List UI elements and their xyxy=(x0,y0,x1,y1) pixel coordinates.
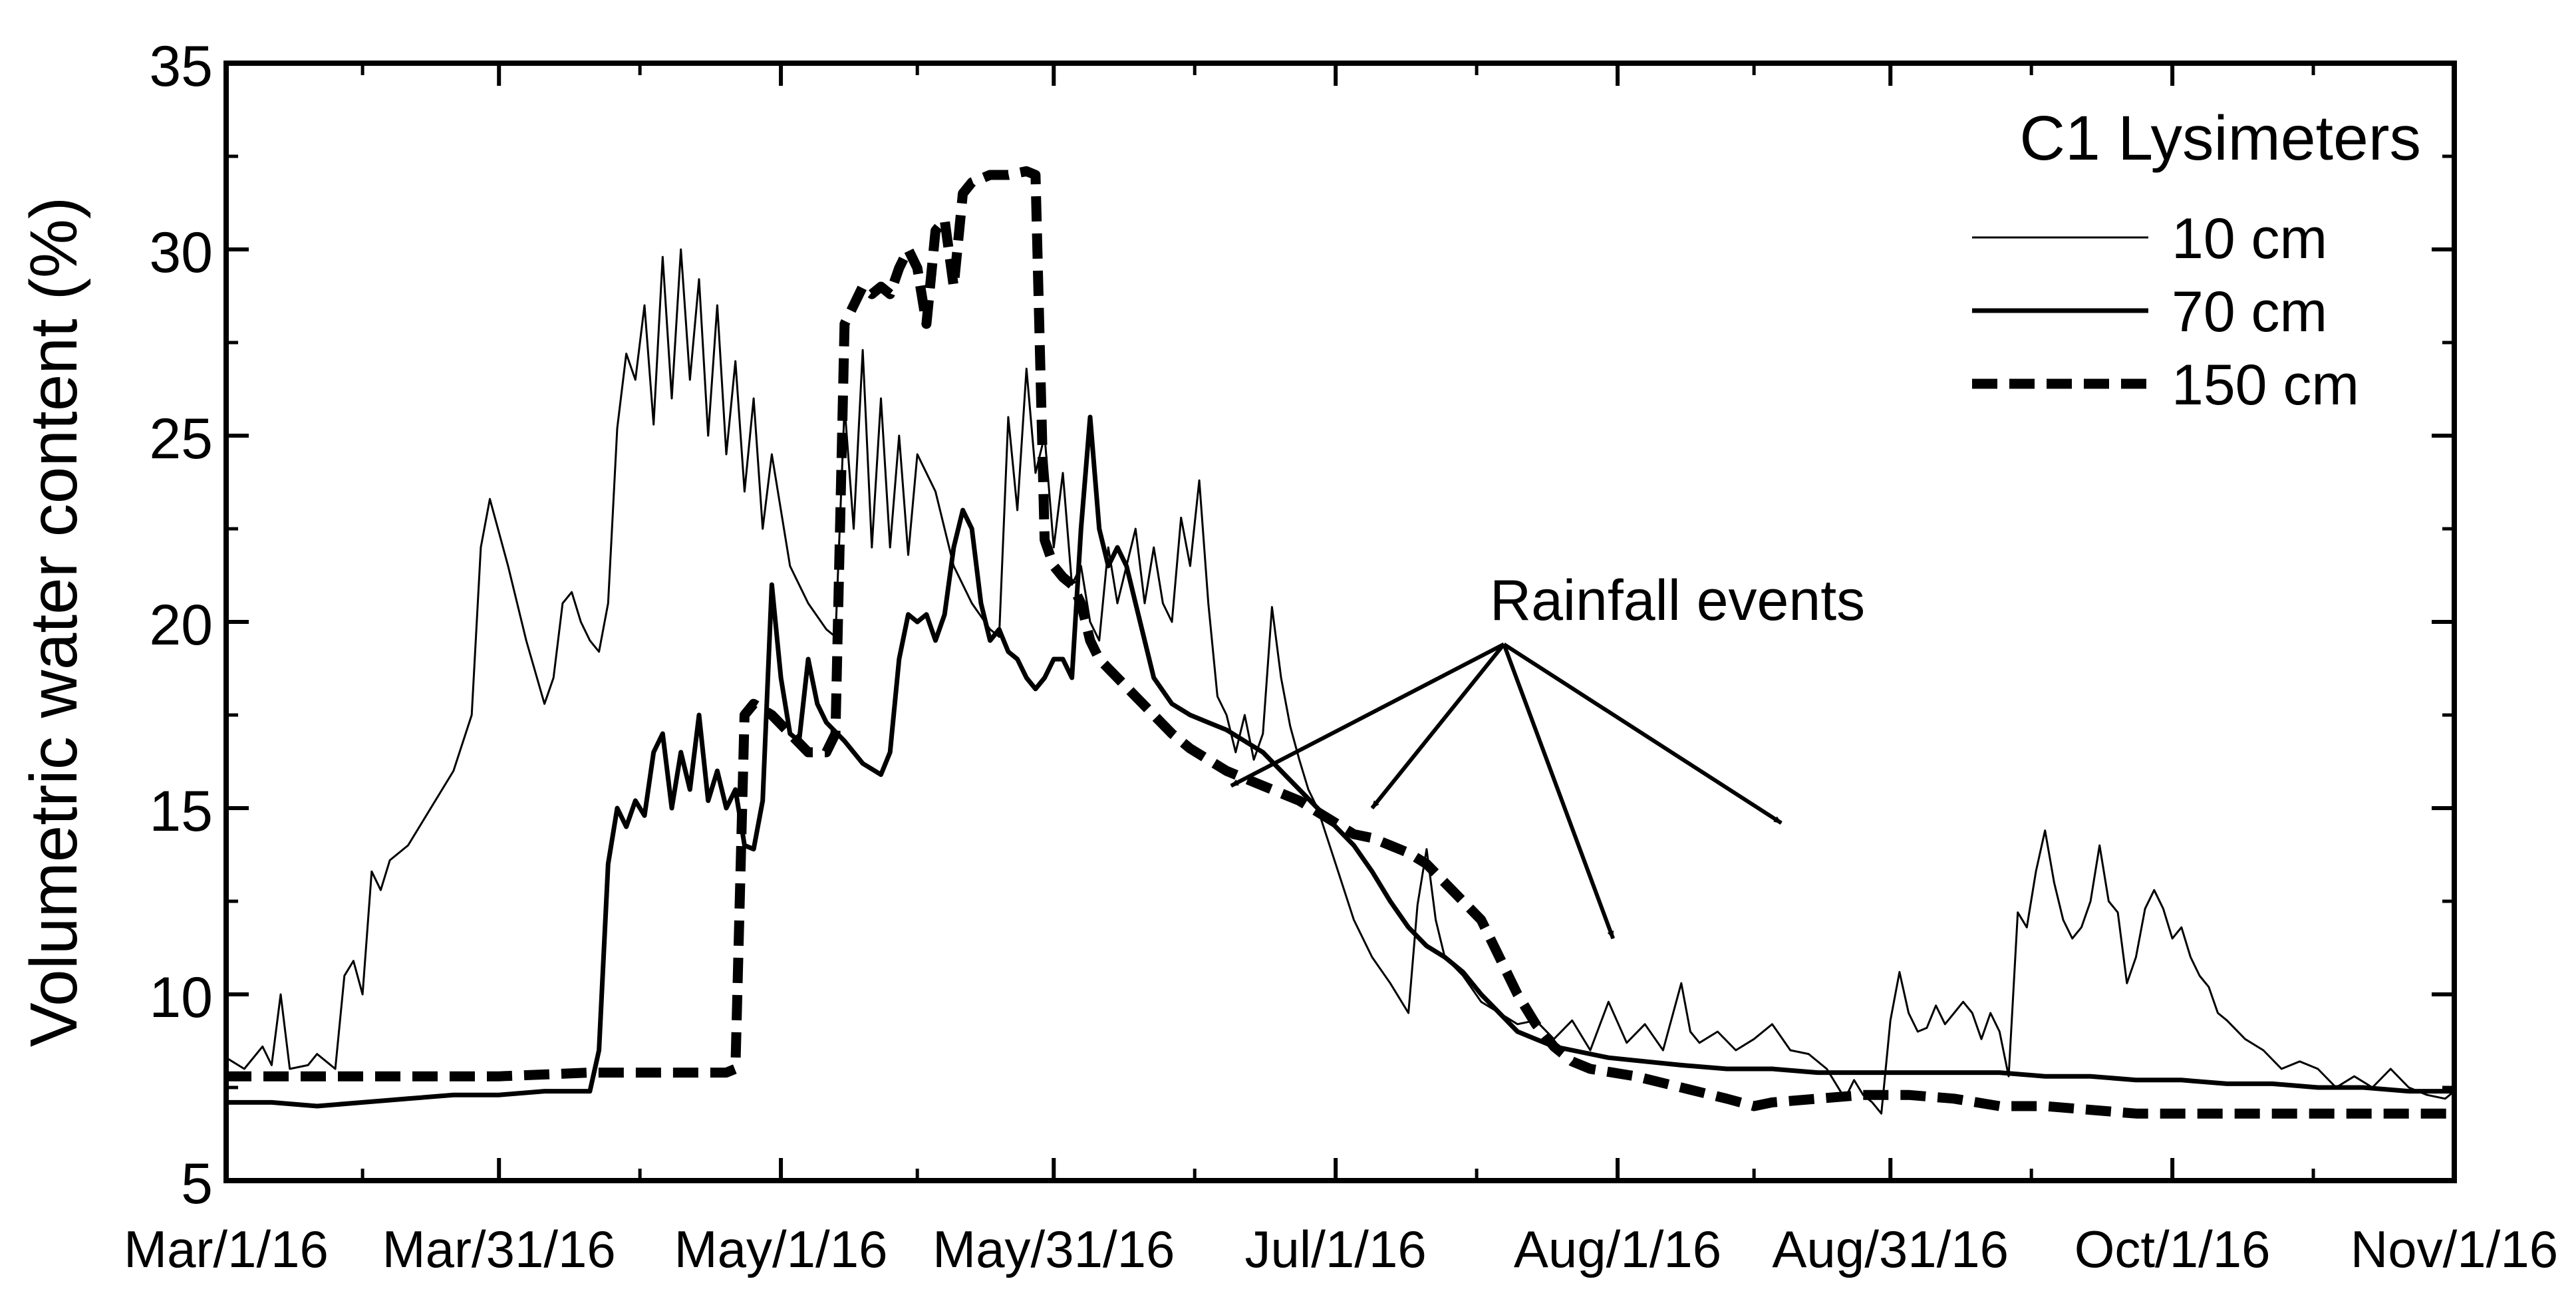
y-axis-title: Volumetric water content (%) xyxy=(17,197,91,1047)
y-tick-label: 25 xyxy=(149,407,213,471)
x-tick-label: Nov/1/16 xyxy=(2351,1220,2558,1278)
y-tick-label: 5 xyxy=(181,1152,213,1216)
y-tick-label: 20 xyxy=(149,593,213,657)
series-group xyxy=(226,166,2454,1119)
annotation-arrow xyxy=(1502,643,1616,940)
legend-label-70cm: 70 cm xyxy=(2172,280,2327,344)
series-line-10cm xyxy=(226,248,2454,1115)
x-axis: Mar/1/16 Mar/31/16 May/1/16 May/31/16 Jul/1/… xyxy=(124,63,2558,1278)
plot-frame xyxy=(223,61,2457,1183)
x-tick-label: May/1/16 xyxy=(674,1220,888,1278)
annotation-arrow xyxy=(1503,643,1783,825)
legend-label-150cm: 150 cm xyxy=(2172,353,2359,417)
x-tick-label: Oct/1/16 xyxy=(2075,1220,2271,1278)
y-tick-label: 30 xyxy=(149,221,213,285)
legend-title: C1 Lysimeters xyxy=(2019,103,2421,174)
x-tick-label: Aug/31/16 xyxy=(1772,1220,2009,1278)
y-tick-label: 10 xyxy=(149,966,213,1030)
y-axis: 5 10 15 20 25 30 35 xyxy=(149,35,2454,1216)
series-line-70cm xyxy=(226,414,2454,1109)
y-tick-label: 35 xyxy=(149,35,213,98)
x-tick-label: Mar/1/16 xyxy=(124,1220,329,1278)
x-tick-label: Jul/1/16 xyxy=(1245,1220,1427,1278)
annotation-group: Rainfall events xyxy=(1230,569,1865,940)
rainfall-events-label: Rainfall events xyxy=(1490,569,1865,633)
annotation-arrow xyxy=(1230,642,1505,788)
series-line-150cm xyxy=(226,166,2454,1119)
x-tick-label: May/31/16 xyxy=(932,1220,1175,1278)
y-tick-label: 15 xyxy=(149,780,213,843)
annotation-arrow xyxy=(1370,643,1506,809)
legend: C1 Lysimeters 10 cm 70 cm 150 cm xyxy=(1972,103,2421,417)
x-tick-label: Aug/1/16 xyxy=(1514,1220,1721,1278)
legend-label-10cm: 10 cm xyxy=(2172,207,2327,271)
x-tick-label: Mar/31/16 xyxy=(382,1220,616,1278)
